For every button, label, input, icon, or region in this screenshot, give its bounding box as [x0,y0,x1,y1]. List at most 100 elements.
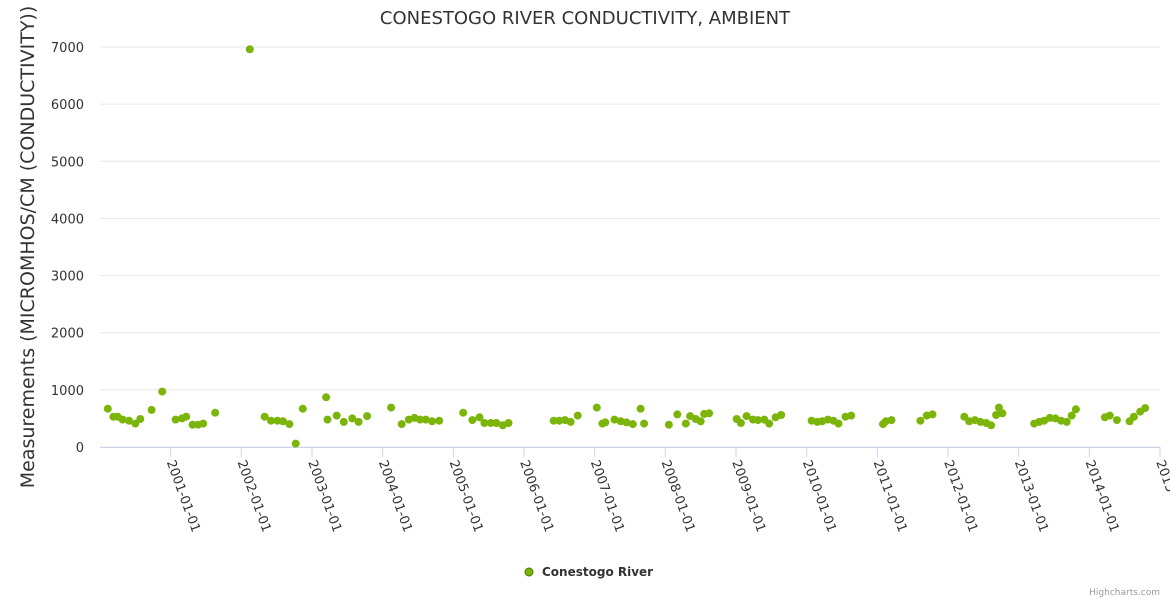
data-point[interactable] [628,420,637,429]
x-tick-label: 2013-01-01 [1011,458,1051,534]
data-point[interactable] [387,403,396,412]
data-point[interactable] [332,411,341,420]
data-point[interactable] [998,409,1007,418]
data-point[interactable] [118,415,127,424]
data-point[interactable] [636,404,645,413]
data-point[interactable] [622,418,631,427]
data-point[interactable] [103,404,112,413]
data-point[interactable] [245,45,254,54]
data-point[interactable] [681,419,690,428]
data-point[interactable] [171,415,180,424]
data-point[interactable] [285,420,294,429]
data-point[interactable] [610,415,619,424]
data-point[interactable] [1062,417,1071,426]
data-point[interactable] [267,416,275,425]
data-point[interactable] [480,419,489,427]
legend-marker[interactable] [524,567,534,577]
credits-link[interactable]: Highcharts.com [1089,588,1160,598]
y-tick-label: 2000 [51,327,84,342]
data-point[interactable] [486,419,495,427]
legend[interactable]: Conestogo River [524,565,653,579]
data-point[interactable] [125,416,133,425]
data-point[interactable] [459,408,468,417]
x-tick-label: 2014-01-01 [1082,458,1122,534]
data-point[interactable] [834,419,843,428]
data-point[interactable] [1129,412,1138,421]
data-point[interactable] [416,415,425,424]
data-point[interactable] [158,387,167,396]
data-point[interactable] [736,419,745,427]
data-point[interactable] [428,417,437,426]
data-point[interactable] [742,412,751,421]
data-point[interactable] [348,414,357,423]
data-point[interactable] [573,411,582,420]
data-point[interactable] [199,419,208,428]
data-point[interactable] [549,416,558,425]
data-point[interactable] [188,420,197,429]
chart-title: CONESTOGO RIVER CONDUCTIVITY, AMBIENT [380,8,791,29]
x-tick-label: 2007-01-01 [587,458,627,534]
data-point[interactable] [260,412,269,421]
data-point[interactable] [279,417,287,426]
data-point[interactable] [601,418,610,427]
data-point[interactable] [640,419,649,428]
x-tick-label: 2005-01-01 [446,458,486,534]
data-point[interactable] [291,439,300,448]
data-point[interactable] [696,417,705,426]
data-point[interactable] [753,416,762,425]
data-point[interactable] [987,421,996,430]
data-point[interactable] [673,410,682,419]
data-point[interactable] [887,416,896,425]
data-point[interactable] [847,411,856,420]
data-point[interactable] [323,415,332,424]
legend-item-label[interactable]: Conestogo River [542,565,653,579]
data-point[interactable] [435,416,444,425]
data-point[interactable] [363,412,372,421]
data-point[interactable] [475,413,484,422]
data-point[interactable] [211,408,220,417]
y-axis: 0 1000 2000 3000 4000 5000 6000 7000 [51,41,84,456]
data-point[interactable] [1067,411,1076,420]
data-point[interactable] [1112,416,1121,425]
data-point[interactable] [777,411,786,419]
x-tick-label: 2009-01-01 [728,458,768,534]
data-point[interactable] [147,405,156,414]
y-tick-label: 7000 [51,41,84,56]
data-point[interactable] [298,404,307,413]
x-axis: 2001-01-01 2002-01-01 2003-01-01 2004-01-01… [100,447,1170,534]
data-point[interactable] [992,411,1001,419]
data-point[interactable] [705,409,714,418]
data-point[interactable] [322,393,331,402]
gridlines [100,46,1160,448]
x-tick-label: 2006-01-01 [516,458,556,534]
data-point[interactable] [1105,411,1114,420]
data-point[interactable] [592,403,601,412]
data-point[interactable] [468,416,477,425]
data-point[interactable] [664,420,673,429]
data-point[interactable] [136,415,145,423]
data-point[interactable] [354,417,363,426]
data-point[interactable] [421,415,430,424]
x-tick-label: 2004-01-01 [375,458,415,534]
data-point[interactable] [765,419,774,428]
y-tick-label: 0 [76,441,84,456]
data-point[interactable] [339,417,348,426]
data-point[interactable] [916,416,925,425]
data-point[interactable] [397,420,406,429]
x-tick-label: 2001-01-01 [163,458,203,534]
y-tick-label: 6000 [51,98,84,113]
x-tick-label: 2002-01-01 [234,458,274,534]
y-axis-label: Measurements (MICROMHOS/CM (CONDUCTIVITY… [17,6,39,489]
y-tick-label: 4000 [51,212,84,227]
data-point[interactable] [182,412,191,421]
data-point[interactable] [1141,404,1150,413]
y-tick-label: 1000 [51,384,84,399]
data-point[interactable] [504,419,513,427]
data-point[interactable] [566,417,575,426]
x-tick-label: 2015-01-01 [1152,458,1170,534]
data-point[interactable] [1071,405,1080,414]
data-point[interactable] [928,410,937,419]
x-tick-label: 2012-01-01 [940,458,980,534]
data-point[interactable] [492,419,501,427]
